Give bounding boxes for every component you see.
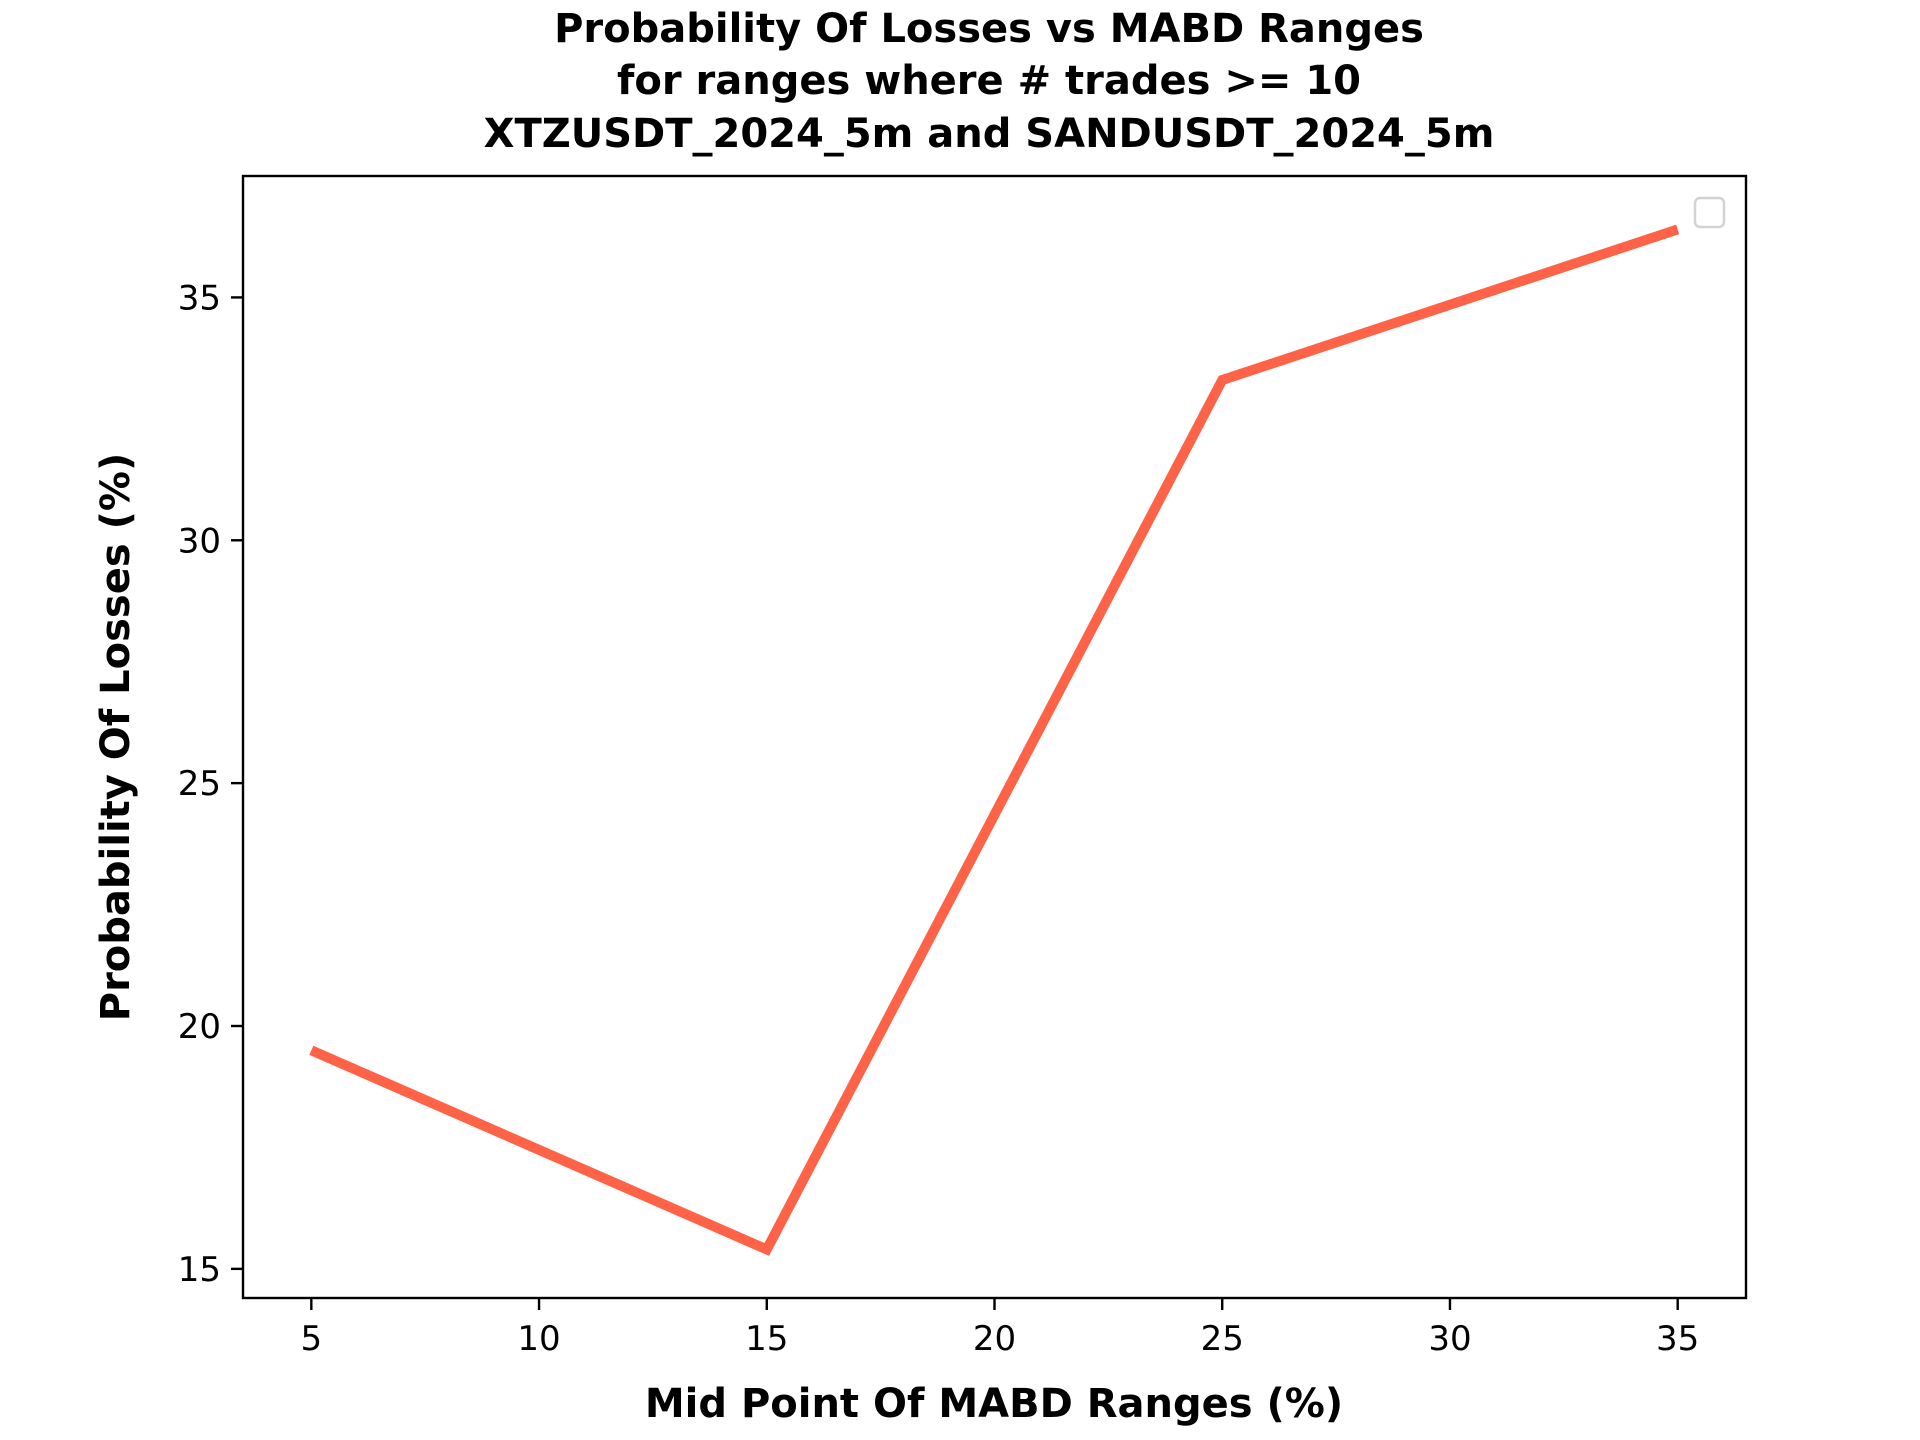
x-tick-label: 35 [1656,1319,1699,1359]
chart-title-line-2: for ranges where # trades >= 10 [617,58,1361,104]
chart-title-line-1: Probability Of Losses vs MABD Ranges [554,6,1424,52]
y-tick-label: 15 [178,1250,221,1290]
x-tick-label: 25 [1201,1319,1244,1359]
plot-frame [241,174,1748,1300]
x-tick-label: 10 [517,1319,560,1359]
y-tick-label: 30 [178,521,221,561]
y-axis-label: Probability Of Losses (%) [93,453,139,1021]
y-tick-label: 25 [178,764,221,804]
y-tick-label: 35 [178,278,221,318]
x-tick-label: 30 [1428,1319,1471,1359]
series-line-0 [309,224,1680,1256]
axis-ticks: 5 10 15 20 25 30 35 15 20 25 30 35 [178,278,1700,1359]
x-tick-label: 15 [745,1319,788,1359]
chart-title-line-3: XTZUSDT_2024_5m and SANDUSDT_2024_5m [484,111,1495,157]
x-tick-label: 20 [973,1319,1016,1359]
y-tick-label: 20 [178,1007,221,1047]
legend-frame [1693,196,1726,229]
legend [1693,196,1726,229]
plot-area [309,224,1680,1256]
x-tick-label: 5 [300,1319,322,1359]
x-axis-label: Mid Point Of MABD Ranges (%) [645,1381,1343,1427]
